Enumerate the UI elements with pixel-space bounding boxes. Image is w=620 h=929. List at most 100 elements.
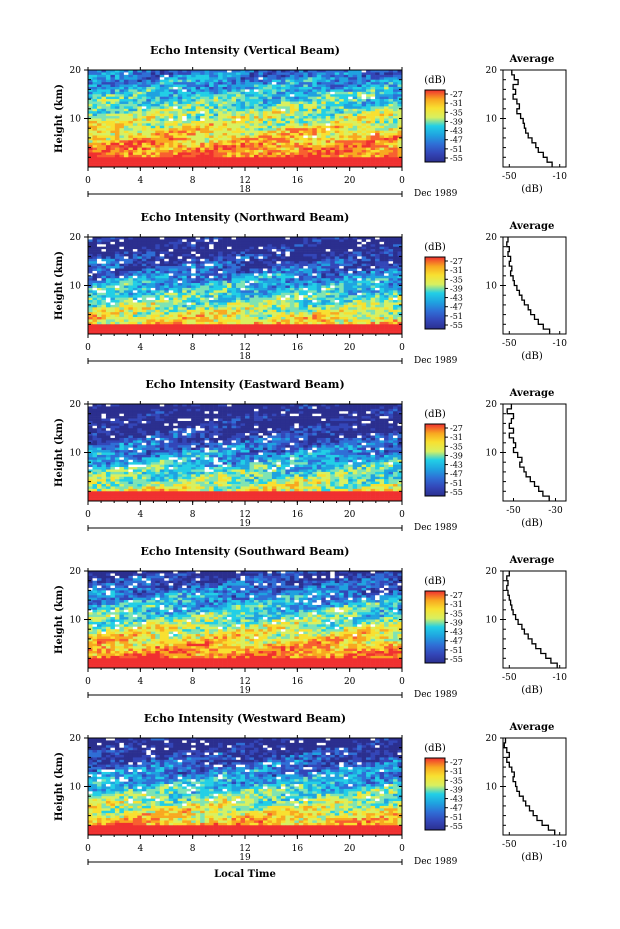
heatmap-cell [262,283,268,286]
heatmap-cell [114,297,120,301]
heatmap-cell [370,283,376,286]
heatmap-cell [393,120,398,124]
heatmap-cell [388,147,394,151]
heatmap-cell [285,130,291,134]
heatmap-cell [375,101,380,105]
heatmap-cell [150,108,156,112]
heatmap-cell [209,82,214,85]
heatmap-cell [204,258,210,262]
heatmap-cell [186,152,192,156]
heatmap-cell [236,130,241,134]
heatmap-cell [105,273,111,277]
heatmap-cell [173,297,179,301]
heatmap-cell [191,101,196,105]
heatmap-cell [146,300,152,303]
heatmap-cell [262,72,268,76]
heatmap-cell [222,145,228,148]
heatmap-cell [114,292,120,296]
heatmap-cell [150,246,156,250]
heatmap-cell [343,268,349,272]
heatmap-cell [123,145,129,148]
heatmap-cell [276,295,282,298]
heatmap-cell [321,137,327,141]
heatmap-cell [271,106,277,110]
heatmap-cell [307,72,313,76]
heatmap-cell [240,123,246,127]
heatmap-cell [303,133,309,136]
heatmap-cell [231,86,237,90]
heatmap-cell [105,251,111,255]
heatmap-cell [137,239,143,243]
heatmap-cell [128,113,134,117]
heatmap-cell [186,133,192,136]
heatmap-cell [92,89,98,93]
heatmap-cell [267,103,273,107]
heatmap-cell [253,135,259,139]
heatmap-cell [375,137,380,141]
heatmap-cell [366,125,371,129]
heatmap-cell [123,239,129,243]
heatmap-cell [393,275,398,279]
heatmap-cell [312,287,318,291]
heatmap-cell [159,140,165,144]
heatmap-cell [393,290,398,294]
heatmap-cell [195,283,201,286]
heatmap-cell [218,74,223,78]
heatmap-cell [262,263,268,267]
heatmap-cell [267,157,273,161]
heatmap-cell [388,253,394,257]
heatmap-cell [182,116,187,119]
heatmap-cell [168,120,174,124]
heatmap-cell [105,300,111,303]
heatmap-cell [227,290,232,294]
heatmap-cell [245,101,250,105]
heatmap-cell [384,164,389,168]
heatmap-cell [110,159,116,163]
heatmap-cell [321,145,327,148]
heatmap-cell [334,154,340,158]
heatmap-cell [146,123,152,127]
heatmap-cell [294,72,300,76]
heatmap-cell [168,130,174,134]
heatmap-cell [249,246,255,250]
heatmap-cell [114,94,120,97]
heatmap-cell [137,86,143,90]
heatmap-cell [150,297,156,301]
heatmap-cell [253,82,259,85]
heatmap-cell [204,111,210,114]
heatmap-cell [393,72,398,76]
heatmap-cell [384,304,389,308]
x-tick-label: 4 [137,176,143,186]
heatmap-cell [271,256,277,260]
heatmap-cell [146,152,152,156]
heatmap-cell [164,268,170,272]
heatmap-cell [204,86,210,90]
heatmap-cell [245,79,250,83]
heatmap-cell [312,120,318,124]
heatmap-cell [348,116,353,119]
heatmap-cell [316,82,322,85]
heatmap-cell [213,162,219,165]
heatmap-cell [164,142,170,146]
heatmap-cell [352,292,358,296]
heatmap-cell [276,70,282,73]
heatmap-cell [204,120,210,124]
heatmap-cell [88,239,93,243]
heatmap-cell [303,246,309,250]
heatmap-cell [303,263,309,267]
heatmap-cell [137,106,143,110]
heatmap-cell [325,164,331,168]
heatmap-cell [258,162,264,165]
heatmap-cell [361,120,367,124]
heatmap-cell [379,283,385,286]
heatmap-cell [128,290,134,294]
heatmap-cell [240,113,246,117]
heatmap-cell [204,297,210,301]
heatmap-cell [316,300,322,303]
heatmap-cell [231,106,237,110]
heatmap-cell [316,275,322,279]
heatmap-cell [200,249,205,252]
heatmap-cell [294,145,300,148]
heatmap-cell [213,86,219,90]
heatmap-cell [146,249,152,252]
